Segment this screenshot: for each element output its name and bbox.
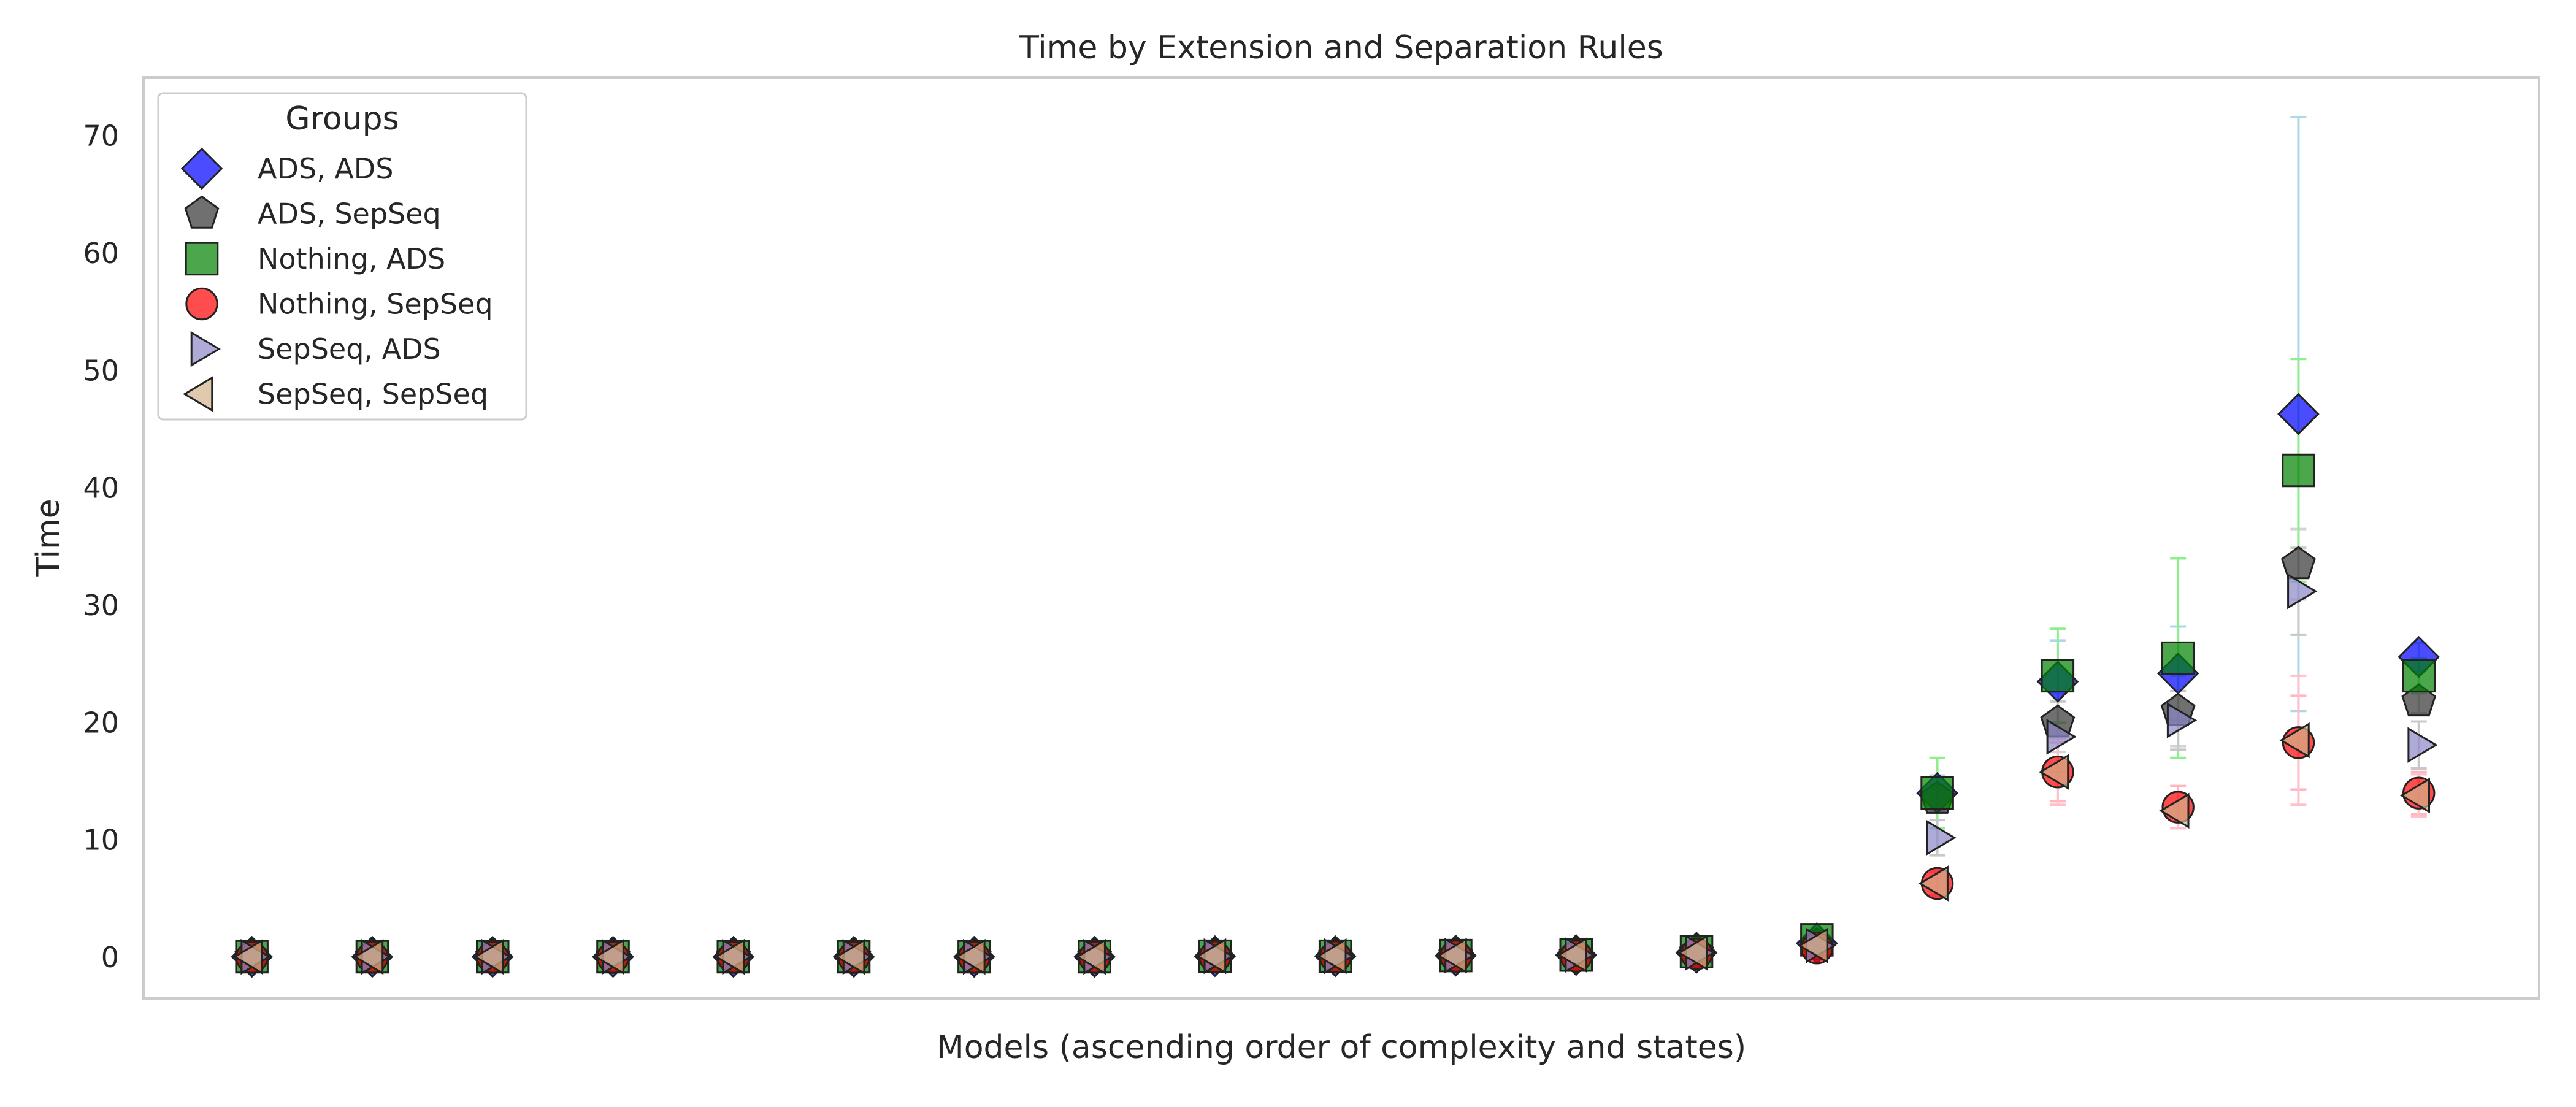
x-axis-label: Models (ascending order of complexity an… <box>937 1029 1746 1066</box>
data-point <box>1195 938 1227 975</box>
data-point <box>1075 938 1106 975</box>
data-point <box>835 938 865 975</box>
legend-marker <box>190 331 221 367</box>
legend-marker <box>180 147 223 190</box>
series-markers <box>232 722 2430 975</box>
data-point <box>2277 393 2320 435</box>
data-point <box>2407 727 2438 763</box>
legend: Groups ADS, ADS ADS, SepSeq Nothing, ADS No… <box>157 92 527 421</box>
data-point <box>2287 573 2318 610</box>
data-point <box>473 938 504 975</box>
data-point <box>232 938 263 975</box>
y-tick-label: 30 <box>83 589 119 622</box>
legend-marker <box>185 287 218 321</box>
y-axis-ticks: 0 10 20 30 40 50 60 70 <box>83 120 119 974</box>
legend-box <box>157 92 527 421</box>
data-point <box>2041 659 2075 693</box>
y-tick-label: 70 <box>83 120 119 153</box>
legend-label: ADS, ADS <box>258 152 393 185</box>
data-point <box>594 938 624 975</box>
plot-area-frame <box>142 76 2540 1000</box>
legend-marker <box>183 376 213 412</box>
data-point <box>2038 754 2069 790</box>
legend-title: Groups <box>285 101 399 137</box>
data-point <box>1316 938 1347 975</box>
data-point <box>714 938 745 975</box>
y-tick-label: 20 <box>83 706 119 739</box>
data-point <box>1926 819 1957 856</box>
legend-label: SepSeq, ADS <box>258 332 441 366</box>
data-point <box>1557 937 1587 973</box>
data-point <box>2046 719 2077 755</box>
data-point <box>955 938 986 975</box>
data-point <box>2399 777 2430 814</box>
data-point <box>2281 546 2316 580</box>
data-point <box>2159 792 2190 829</box>
legend-label: Nothing, SepSeq <box>258 288 493 321</box>
legend-label: Nothing, ADS <box>258 242 445 275</box>
data-point <box>1798 927 1828 964</box>
legend-items: ADS, ADS ADS, SepSeq Nothing, ADS Nothing, … <box>180 147 493 412</box>
data-point <box>1920 776 1954 810</box>
y-tick-label: 60 <box>83 237 119 270</box>
legend-label: SepSeq, SepSeq <box>258 378 488 411</box>
y-tick-label: 40 <box>83 472 119 505</box>
y-tick-label: 10 <box>83 824 119 857</box>
data-point <box>1436 937 1467 974</box>
legend-marker <box>185 242 219 276</box>
data-point <box>2166 702 2198 738</box>
y-tick-label: 0 <box>101 941 119 974</box>
data-markers <box>231 393 2440 978</box>
legend-label: ADS, SepSeq <box>258 197 441 231</box>
data-point <box>2279 722 2310 759</box>
data-point <box>1918 865 1949 902</box>
data-point <box>1677 935 1708 971</box>
y-tick-label: 50 <box>83 354 119 387</box>
data-point <box>2282 453 2315 488</box>
data-point <box>2161 641 2195 675</box>
data-point <box>353 938 384 975</box>
legend-marker <box>184 195 220 229</box>
y-axis-label: Time <box>30 499 67 577</box>
chart-title: Time by Extension and Separation Rules <box>1019 29 1663 66</box>
data-point <box>2402 659 2436 693</box>
